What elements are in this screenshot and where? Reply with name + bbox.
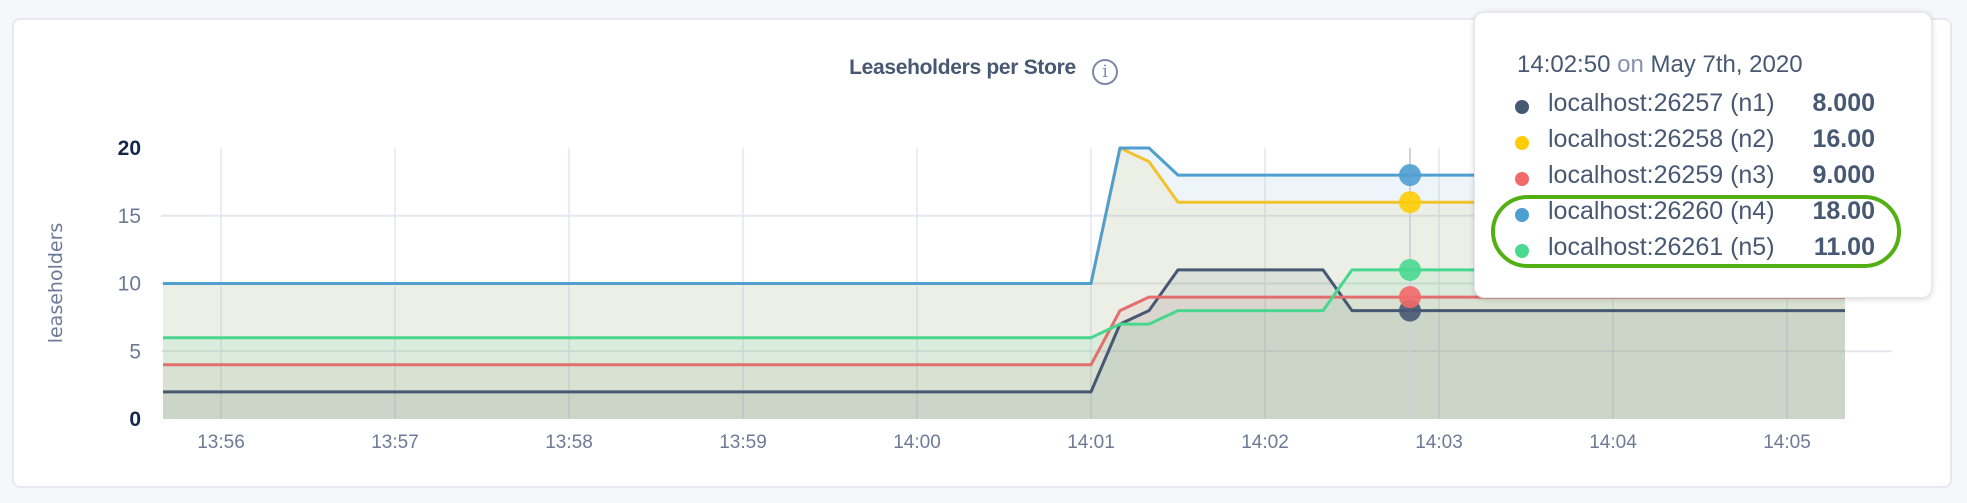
tooltip-row: localhost:26259 (n3) 9.000 xyxy=(1509,161,1909,195)
hover-point xyxy=(1399,286,1421,309)
y-tick-label: 15 xyxy=(118,205,141,228)
tooltip-timestamp: 14:02:50 on May 7th, 2020 xyxy=(1517,51,1803,79)
y-axis-ticks: 0 5 10 15 20 xyxy=(118,137,141,431)
x-tick-label: 13:59 xyxy=(719,432,767,453)
series-area xyxy=(163,297,1845,419)
x-axis-ticks: 13:56 13:57 13:58 13:59 14:00 14:01 14:02 14:03… xyxy=(197,432,1811,453)
info-circle-icon[interactable]: i xyxy=(1091,59,1118,85)
series-area xyxy=(163,269,1845,419)
tooltip-date: May 7th, 2020 xyxy=(1650,51,1803,78)
x-tick-label: 14:05 xyxy=(1763,432,1811,453)
x-tick-label: 13:57 xyxy=(371,432,419,453)
series-line xyxy=(163,268,1845,340)
y-tick-label: 0 xyxy=(129,408,141,431)
x-tick-label: 14:04 xyxy=(1589,432,1637,453)
hover-point xyxy=(1399,191,1421,214)
x-tick-label: 14:03 xyxy=(1415,432,1463,453)
series-line xyxy=(163,268,1845,394)
tooltip-row: localhost:26258 (n2) 16.00 xyxy=(1509,125,1909,159)
series-area xyxy=(163,269,1845,419)
y-tick-label: 10 xyxy=(118,273,141,296)
tooltip-series-label: localhost:26261 (n5) xyxy=(1548,233,1775,261)
series-color-dot xyxy=(1515,172,1529,186)
hover-point xyxy=(1399,164,1421,187)
series-color-dot xyxy=(1515,136,1529,150)
chart-tooltip: 14:02:50 on May 7th, 2020 localhost:2625… xyxy=(1474,12,1932,298)
tooltip-series-value: 16.00 xyxy=(1812,125,1875,153)
hover-point xyxy=(1399,258,1421,281)
y-tick-label: 5 xyxy=(129,340,141,363)
series-lines xyxy=(163,146,1845,394)
y-tick-label: 20 xyxy=(118,137,141,160)
x-tick-label: 14:02 xyxy=(1241,432,1289,453)
tooltip-series-label: localhost:26259 (n3) xyxy=(1548,161,1775,189)
tooltip-series-label: localhost:26258 (n2) xyxy=(1548,125,1775,153)
tooltip-series-label: localhost:26260 (n4) xyxy=(1548,197,1775,225)
series-line xyxy=(163,146,1845,285)
tooltip-on: on xyxy=(1617,51,1644,78)
x-tick-label: 13:58 xyxy=(545,432,593,453)
hover-layer xyxy=(1399,148,1421,419)
tooltip-series-value: 9.000 xyxy=(1812,161,1875,189)
highlight-annotation xyxy=(1491,195,1901,268)
tooltip-series-value: 8.000 xyxy=(1812,89,1875,117)
series-line xyxy=(163,295,1845,367)
series-color-dot xyxy=(1515,100,1529,114)
tooltip-time: 14:02:50 xyxy=(1517,51,1611,78)
chart-title-text: Leaseholders per Store xyxy=(849,56,1076,79)
x-tick-label: 14:00 xyxy=(893,432,941,453)
chart-title: Leaseholders per Store i xyxy=(0,56,1967,85)
x-tick-label: 14:01 xyxy=(1067,432,1115,453)
tooltip-row: localhost:26257 (n1) 8.000 xyxy=(1509,89,1909,123)
y-axis-label: leaseholders xyxy=(45,223,67,344)
x-tick-label: 13:56 xyxy=(197,432,245,453)
tooltip-series-label: localhost:26257 (n1) xyxy=(1548,89,1775,117)
